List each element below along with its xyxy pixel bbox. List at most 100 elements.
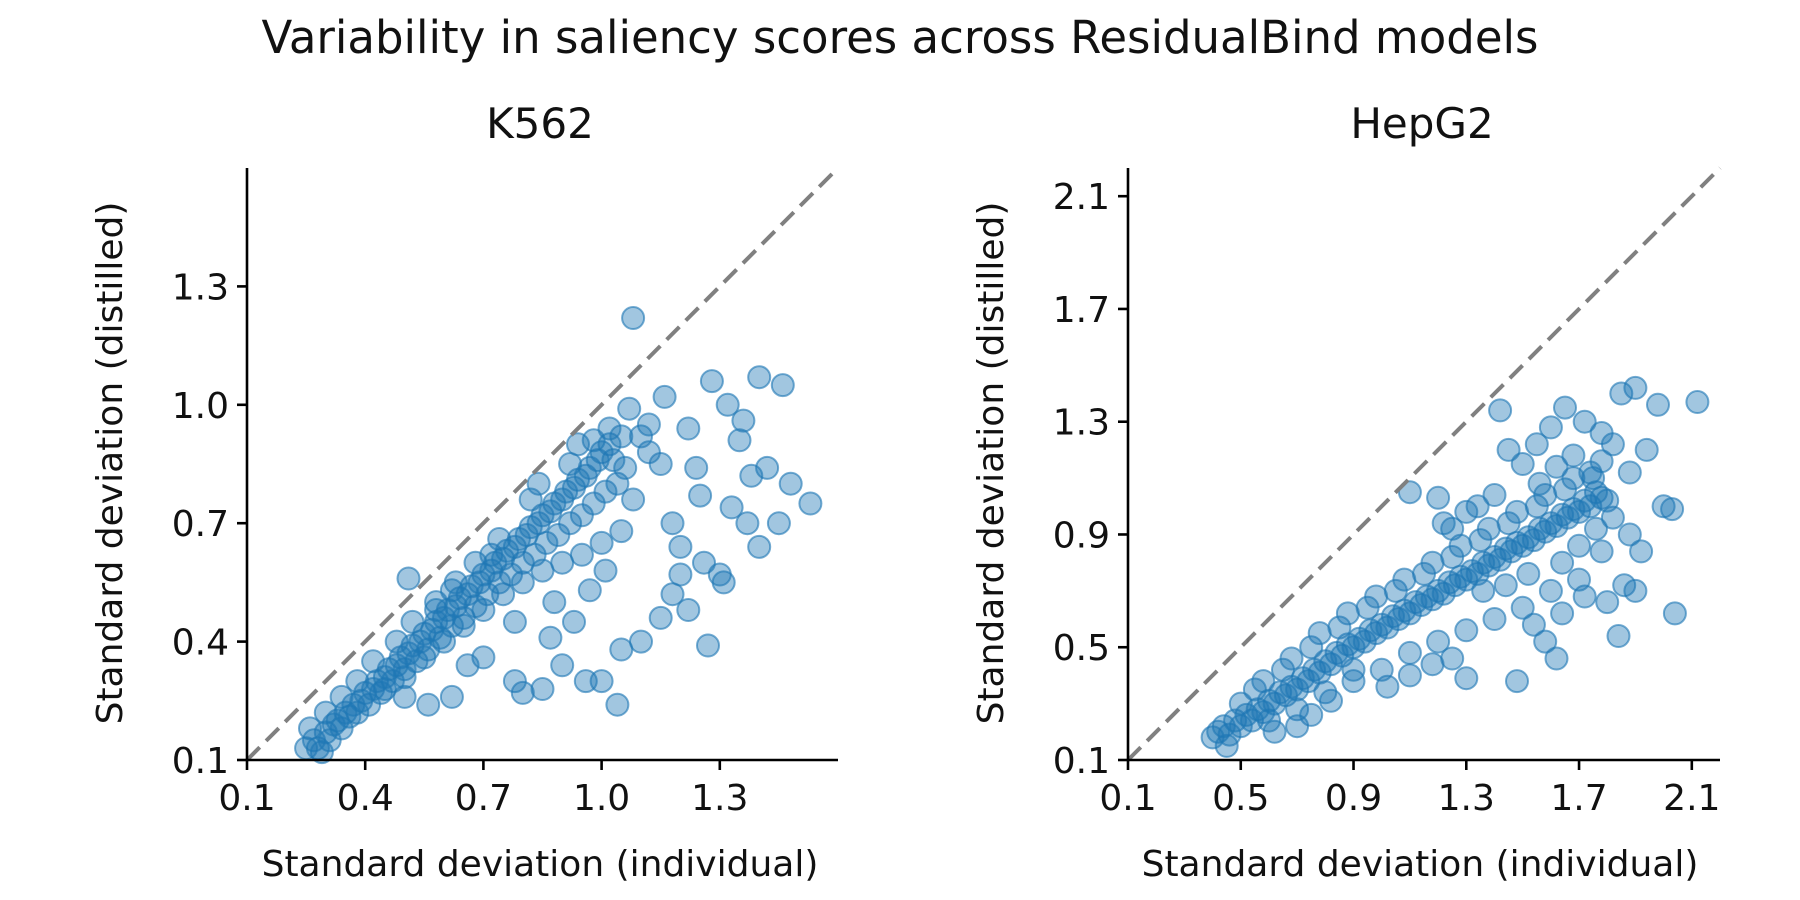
data-point (696, 633, 720, 658)
data-point (1646, 392, 1670, 417)
data-point (1521, 612, 1546, 637)
x-tick-label: 0.7 (455, 778, 512, 819)
data-point (1476, 516, 1501, 541)
data-point (439, 684, 464, 709)
x-axis-label: Standard deviation (individual) (1142, 844, 1699, 885)
y-tick-label: 1.7 (1053, 290, 1110, 331)
data-point (1595, 488, 1620, 513)
y-tick-label: 0.5 (1053, 628, 1110, 669)
diagonal-line (245, 166, 840, 762)
data-point (1660, 497, 1685, 522)
data-point (1533, 483, 1558, 507)
data-point (652, 384, 677, 409)
data-point (1262, 719, 1287, 744)
data-point (1420, 550, 1445, 575)
data-point (1257, 708, 1281, 733)
data-point (589, 530, 614, 555)
data-point (1420, 652, 1445, 677)
data-point (463, 550, 488, 575)
data-point (747, 365, 772, 390)
data-point (530, 558, 555, 583)
y-tick-label: 1.0 (172, 386, 229, 427)
data-point (487, 527, 512, 551)
data-point (1629, 539, 1654, 564)
data-point (1567, 499, 1591, 524)
data-point (715, 392, 740, 417)
data-point (313, 700, 338, 725)
data-point (1493, 573, 1518, 598)
y-tick-label: 1.3 (172, 267, 229, 308)
data-point (424, 598, 449, 622)
data-point (699, 369, 724, 394)
data-point (593, 479, 618, 504)
data-point (621, 487, 646, 512)
panel-title: HepG2 (1350, 99, 1493, 148)
data-point (1584, 516, 1608, 541)
data-point (562, 609, 586, 634)
data-point (1454, 666, 1479, 691)
hepg2-panel: HepG2 Standard deviation (individual) St… (971, 99, 1722, 885)
y-axis-label: Standard deviation (distilled) (971, 202, 1012, 725)
x-tick-label: 1.3 (1438, 778, 1495, 819)
y-tick-label: 0.4 (172, 623, 229, 664)
data-point (502, 669, 527, 694)
x-tick-label: 1.0 (573, 778, 630, 819)
data-point (1471, 578, 1496, 603)
data-point (731, 408, 756, 433)
data-point (1505, 669, 1529, 694)
data-point (727, 428, 752, 453)
data-point (1561, 443, 1586, 468)
data-point (1662, 601, 1687, 626)
data-point (510, 680, 535, 705)
data-point (432, 629, 456, 654)
data-point (542, 590, 567, 615)
data-point (566, 432, 590, 457)
data-point (424, 590, 449, 615)
y-tick-label: 1.3 (1053, 403, 1110, 444)
data-point (1397, 480, 1422, 505)
data-point (1533, 629, 1558, 654)
data-point (1634, 437, 1659, 462)
data-point (1488, 398, 1513, 423)
data-point (1335, 601, 1360, 626)
data-point (1510, 452, 1535, 476)
x-tick-label: 0.1 (1099, 778, 1156, 819)
data-point (593, 558, 618, 583)
x-tick-label: 2.1 (1663, 778, 1720, 819)
data-point (534, 530, 559, 555)
data-point (400, 609, 425, 634)
y-tick-label: 0.9 (1053, 515, 1110, 556)
data-point (688, 483, 713, 508)
data-point (1364, 584, 1389, 609)
data-point (577, 578, 602, 603)
data-point (298, 716, 322, 741)
data-point (1482, 607, 1507, 631)
panel-title: K562 (486, 99, 594, 148)
data-point (471, 598, 496, 622)
data-point (1341, 657, 1366, 682)
data-point (1623, 578, 1648, 603)
diagonal-line (1126, 166, 1722, 762)
data-point (597, 416, 622, 441)
x-tick-label: 0.5 (1212, 778, 1269, 819)
scatter-points (294, 306, 823, 765)
data-point (1454, 499, 1479, 524)
data-point (451, 613, 476, 638)
data-point (609, 637, 634, 662)
data-point (384, 629, 409, 654)
data-point (613, 455, 638, 480)
data-point (1527, 471, 1552, 496)
data-point (711, 570, 736, 595)
data-point (1496, 437, 1521, 462)
data-point (1392, 567, 1417, 592)
data-point (345, 669, 370, 694)
data-point (770, 373, 795, 398)
data-point (668, 562, 693, 587)
scatter-points (1200, 375, 1710, 758)
y-tick-label: 2.1 (1053, 177, 1110, 218)
data-point (510, 570, 535, 595)
figure-title: Variability in saliency scores across Re… (262, 11, 1539, 64)
data-point (1299, 635, 1324, 660)
data-point (1440, 646, 1465, 671)
data-point (558, 452, 583, 476)
